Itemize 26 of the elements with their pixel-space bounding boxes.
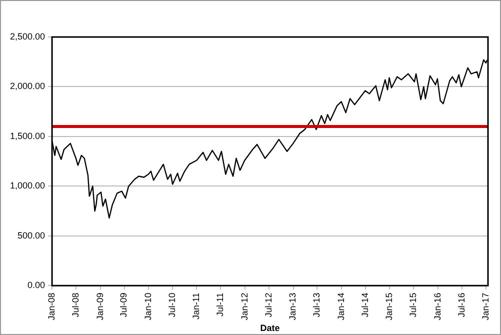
x-tick-label: Jul-10 (166, 292, 177, 318)
x-tick-label: Jan-17 (480, 292, 491, 320)
x-tick-label: Jan-16 (432, 292, 442, 320)
y-tick-label: 2,000.00 (10, 81, 46, 92)
x-tick-label: Jan-10 (143, 292, 154, 320)
y-tick-label: 500.00 (18, 230, 46, 240)
x-tick-label: Jan-15 (384, 292, 394, 320)
x-tick-label: Jan-12 (239, 292, 250, 320)
x-tick-label: Jul-11 (215, 292, 226, 317)
x-tick-label: Jan-08 (46, 292, 57, 320)
x-tick-label: Jan-11 (191, 292, 202, 320)
x-tick-label: Jul-16 (456, 292, 466, 318)
y-tick-label: 1,500.00 (10, 130, 46, 141)
x-tick-label: Jul-13 (312, 292, 322, 318)
y-tick-label: 0.00 (28, 280, 46, 290)
x-tick-label: Jul-14 (360, 292, 370, 318)
x-tick-label: Jan-14 (336, 292, 346, 320)
x-tick-label: Jul-15 (408, 292, 418, 318)
y-tick-label: 1,000.00 (10, 180, 46, 191)
x-tick-label: Jul-09 (118, 292, 129, 318)
x-tick-label: Jul-08 (70, 292, 81, 318)
x-tick-label: Jan-09 (94, 292, 105, 320)
x-axis-title: Date (260, 323, 280, 334)
x-tick-label: Jul-12 (263, 292, 274, 318)
y-tick-label: 2,500.00 (10, 31, 46, 42)
x-tick-label: Jan-13 (288, 292, 298, 320)
